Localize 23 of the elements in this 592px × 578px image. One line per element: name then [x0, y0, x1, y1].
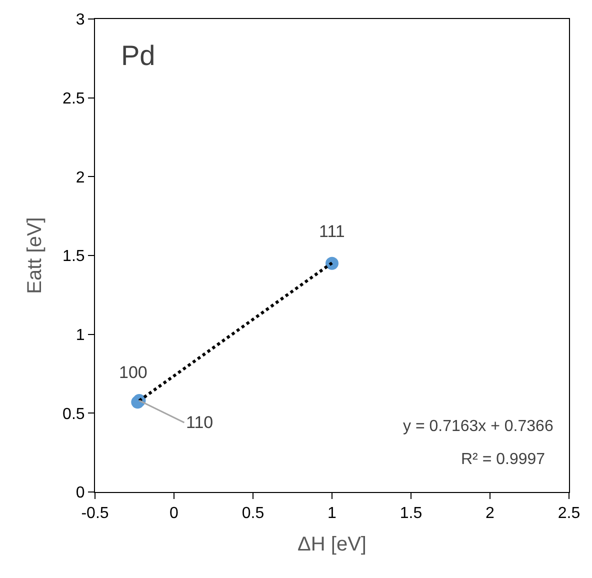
x-tick-label: 0.5	[242, 505, 264, 522]
annotation: 100	[119, 363, 148, 382]
x-tick-label: 1	[328, 505, 337, 522]
x-tick-label: -0.5	[81, 505, 109, 522]
annotation: y = 0.7163x + 0.7366	[403, 418, 554, 435]
y-tick-label: 1.5	[62, 248, 85, 266]
x-tick-label: 1.5	[400, 505, 422, 522]
x-tick-label: 2.5	[558, 505, 580, 522]
annotation: Pd	[121, 40, 156, 71]
y-tick-label: 1	[76, 326, 85, 344]
x-axis-title: ΔH [eV]	[298, 534, 366, 556]
point	[326, 256, 338, 270]
y-tick-label: 3	[76, 12, 85, 29]
y-tick-label: 2	[76, 169, 85, 186]
x-tick-label: 0	[170, 505, 179, 522]
annotation: R² = 0.9997	[461, 451, 546, 468]
y-tick-label: 0	[76, 484, 85, 502]
x-tick-label: 2	[486, 505, 495, 522]
annotation: 111	[319, 222, 345, 241]
y-tick-label: 0.5	[62, 406, 85, 423]
annotation: 110	[186, 413, 214, 432]
y-axis-title: Eatt [eV]	[24, 217, 46, 294]
y-tick-label: 2.5	[62, 90, 85, 108]
